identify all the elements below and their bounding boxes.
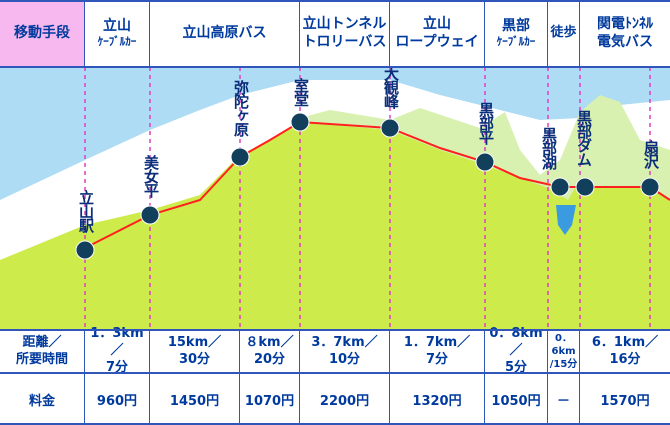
fare-cell: 2200円 (300, 373, 390, 425)
station-dot-midagahara (230, 147, 250, 167)
station-label-kurobedam: 黒部ダム (575, 110, 593, 166)
route-header-highland-bus: 立山高原バス (150, 0, 300, 67)
time-value: 7分 (425, 351, 449, 367)
time-value: 10分 (328, 351, 361, 367)
station-dot-murodo (290, 112, 310, 132)
fare-label-cell: 料金 (0, 373, 85, 425)
time-value: 7分 (105, 359, 129, 375)
table-middle-line (0, 372, 670, 374)
route-name: 関電ﾄﾝﾈﾙ (597, 16, 653, 32)
distance-value: 1．7km／ (403, 334, 471, 350)
route-subname: ｹｰﾌﾞﾙｶｰ (496, 35, 536, 49)
route-header-kurobe-cable: 黒部 ｹｰﾌﾞﾙｶｰ (485, 0, 548, 67)
route-subname: トロリーバス (302, 33, 387, 50)
route-subname: ｹｰﾌﾞﾙｶｰ (97, 35, 137, 49)
distance-value: 15km／ (167, 334, 222, 350)
distance-value: 1．3km／ (90, 326, 144, 359)
station-label-kurobeko: 黒部湖 (540, 127, 558, 169)
station-dot-tateyama (75, 240, 95, 260)
route-name: 黒部 (502, 17, 530, 34)
distance-cell: ８km／ 20分 (240, 330, 300, 373)
route-subname: 電気バス (597, 33, 653, 50)
table-top-border (0, 0, 670, 2)
route-name: 立山 (103, 17, 131, 34)
distance-cell: 0．6km /15分 (548, 330, 580, 373)
distance-cell: 0．8km／ 5分 (485, 326, 548, 375)
station-dot-bijodaira (140, 205, 160, 225)
route-name: 徒歩 (550, 25, 577, 41)
header-bottom-line (0, 66, 670, 68)
station-dot-daikanbo (380, 118, 400, 138)
elevation-profile (0, 67, 670, 330)
route-name: 立山高原バス (182, 24, 267, 41)
table-top-line (0, 329, 670, 331)
route-header-trolley-bus: 立山トンネル トロリーバス (300, 0, 390, 67)
distance-cell: 15km／ 30分 (150, 330, 240, 373)
time-label: 所要時間 (15, 351, 68, 367)
transport-label: 移動手段 (14, 24, 70, 41)
station-label-midagahara: 弥陀ヶ原 (232, 80, 250, 136)
distance-label: 距離／ (22, 334, 62, 350)
station-label-kurobedaira: 黒部平 (477, 102, 495, 144)
green-slope (0, 122, 670, 330)
station-label-murodo: 室堂 (292, 78, 310, 106)
fare-cell: 1320円 (390, 373, 485, 425)
route-header-kanden-bus: 関電ﾄﾝﾈﾙ 電気バス (580, 0, 670, 67)
distance-value: 0．6km (551, 333, 576, 357)
route-dividers (84, 67, 651, 330)
distance-cell: 3．7km／ 10分 (300, 330, 390, 373)
distance-value: 6．1km／ (591, 334, 659, 350)
distance-value: ８km／ (245, 334, 294, 350)
fare-label: 料金 (28, 393, 55, 409)
station-dot-kurobedaira (475, 152, 495, 172)
station-label-bijodaira: 美女平 (142, 155, 160, 197)
station-dot-kurobedam (575, 177, 595, 197)
station-dots (75, 112, 660, 260)
route-name: 立山 (423, 16, 451, 32)
fare-cell: 1570円 (580, 373, 670, 425)
time-value: /15分 (549, 359, 578, 370)
route-name: 立山トンネル (302, 16, 387, 32)
transport-label-cell: 移動手段 (0, 0, 85, 67)
fare-cell: － (548, 373, 580, 425)
station-dot-kurobeko (550, 177, 570, 197)
fare-cell: 1070円 (240, 373, 300, 425)
time-value: 30分 (178, 351, 211, 367)
time-value: 16分 (609, 351, 641, 367)
time-value: 5分 (504, 359, 528, 375)
station-dot-ogizawa (640, 177, 660, 197)
fare-cell: 960円 (85, 373, 150, 425)
distance-value: 0．8km／ (489, 326, 543, 359)
station-label-daikanbo: 大観峰 (382, 66, 400, 108)
time-value: 20分 (253, 351, 286, 367)
distance-cell: 6．1km／ 16分 (580, 330, 670, 373)
route-header-tateyama-cable: 立山 ｹｰﾌﾞﾙｶｰ (85, 0, 150, 67)
route-subname: ロープウェイ (395, 33, 479, 50)
distance-label-cell: 距離／ 所要時間 (0, 330, 85, 373)
distance-cell: 1．3km／ 7分 (85, 326, 150, 375)
station-label-tateyama: 立山駅 (77, 190, 95, 232)
route-header-walk: 徒歩 (548, 0, 580, 67)
kurobe-lake (556, 205, 576, 235)
table-bottom-line (0, 423, 670, 425)
station-label-ogizawa: 扇沢 (642, 140, 660, 168)
route-header-ropeway: 立山 ロープウェイ (390, 0, 485, 67)
fare-cell: 1450円 (150, 373, 240, 425)
distance-value: 3．7km／ (311, 334, 378, 350)
fare-cell: 1050円 (485, 373, 548, 425)
distance-cell: 1．7km／ 7分 (390, 330, 485, 373)
